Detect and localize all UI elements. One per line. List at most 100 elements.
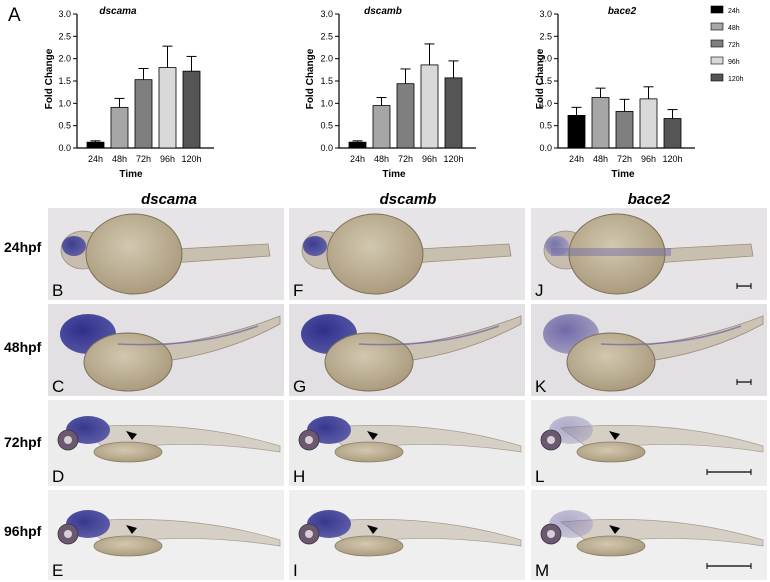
embryo-yolk [326, 213, 424, 295]
panel-letter-G: G [293, 377, 306, 396]
legend-swatch [710, 5, 724, 14]
panel-F: F [289, 208, 525, 300]
x-tick-label: 72h [617, 154, 632, 164]
bar-24h [86, 141, 105, 149]
neural-tube-stain [358, 325, 500, 346]
y-tick-label: 0.5 [539, 121, 552, 131]
chart-title-dscama: dscama [99, 6, 137, 17]
chart-ylabel-dscamb: Fold Change [305, 48, 316, 109]
embryo-yolk [85, 213, 183, 295]
eye-lens [305, 436, 313, 444]
y-tick-label: 3.0 [58, 9, 71, 19]
column-header-dscamb: dscamb [380, 191, 437, 208]
neural-tube-stain [600, 325, 742, 346]
column-header-bace2: bace2 [628, 191, 671, 208]
panel-G: G [289, 304, 525, 396]
y-tick-label: 2.0 [539, 54, 552, 64]
embryo-yolk [576, 441, 646, 463]
bar-96h [158, 67, 177, 149]
panel-D: D [48, 400, 284, 486]
y-tick-label: 1.0 [58, 98, 71, 108]
x-tick-label: 120h [443, 154, 463, 164]
x-tick-label: 72h [398, 154, 413, 164]
panel-H: H [289, 400, 525, 486]
chart-dscama: dscama Time Fold Change 0.0 0.5 1.0 1.5 2.0 2… [44, 6, 214, 180]
y-tick-label: 2.0 [58, 54, 71, 64]
x-tick-label: 24h [569, 154, 584, 164]
panel-label-a: A [8, 5, 21, 26]
y-tick-label: 3.0 [539, 9, 552, 19]
x-tick-label: 96h [422, 154, 437, 164]
bar-24h [348, 141, 367, 149]
embryo-yolk [83, 332, 173, 392]
embryo-yolk [568, 213, 666, 295]
x-tick-label: 120h [181, 154, 201, 164]
eye-lens [64, 436, 72, 444]
microscopy-grid: B F J C G K D H L E I M [48, 208, 767, 580]
column-header-dscama: dscama [141, 191, 197, 208]
embryo-yolk [93, 535, 163, 557]
bar-120h [444, 77, 463, 149]
trunk-stain [551, 248, 671, 256]
bar-72h [615, 110, 634, 149]
chart-dscamb: dscamb Time Fold Change 0.0 0.5 1.0 1.5 2.0 2… [305, 6, 476, 180]
chart-title-bace2: bace2 [608, 6, 637, 17]
panel-letter-C: C [52, 377, 64, 396]
bar-48h [110, 106, 129, 149]
y-tick-label: 0.5 [320, 121, 333, 131]
chart-ylabel-bace2: Fold Change [535, 48, 546, 109]
legend-label: 24h [728, 8, 740, 15]
legend-swatch [710, 39, 724, 48]
embryo-yolk [324, 332, 414, 392]
y-tick-label: 2.5 [539, 31, 552, 41]
x-tick-label: 120h [662, 154, 682, 164]
y-tick-label: 1.5 [320, 76, 333, 86]
panel-B: B [48, 208, 284, 300]
panel-letter-M: M [535, 561, 549, 580]
legend-swatch [710, 56, 724, 65]
eye-lens [547, 436, 555, 444]
embryo-yolk [93, 441, 163, 463]
panel-I: I [289, 490, 525, 580]
panel-L: L [531, 400, 767, 486]
x-tick-label: 96h [160, 154, 175, 164]
panel-C: C [48, 304, 284, 396]
panel-M: M [531, 490, 767, 580]
panel-J: J [531, 208, 767, 300]
neural-tube-stain [117, 325, 259, 346]
x-tick-label: 24h [350, 154, 365, 164]
bar-96h [639, 98, 658, 149]
x-tick-label: 48h [593, 154, 608, 164]
legend-label: 48h [728, 25, 740, 32]
chart-bace2: bace2 Time Fold Change 0.0 0.5 1.0 1.5 2.0 2.… [535, 6, 695, 180]
panel-letter-K: K [535, 377, 547, 396]
y-tick-label: 2.5 [58, 31, 71, 41]
bar-72h [396, 83, 415, 149]
panel-letter-E: E [52, 561, 63, 580]
head-stain [545, 236, 569, 256]
x-tick-label: 24h [88, 154, 103, 164]
chart-xlabel-dscama: Time [119, 169, 143, 180]
y-tick-label: 2.0 [320, 54, 333, 64]
embryo-yolk [576, 535, 646, 557]
bar-48h [591, 97, 610, 149]
row-label-72hpf: 72hpf [4, 434, 42, 450]
arrowhead [367, 431, 378, 440]
panel-letter-D: D [52, 467, 64, 486]
y-tick-label: 0.0 [320, 143, 333, 153]
bar-72h [134, 79, 153, 149]
panel-K: K [531, 304, 767, 396]
bar-24h [567, 114, 586, 149]
y-tick-label: 1.0 [539, 98, 552, 108]
y-tick-label: 0.5 [58, 121, 71, 131]
chart-legend: 24h 48h 72h 96h 120h [710, 5, 744, 83]
x-tick-label: 48h [374, 154, 389, 164]
legend-label: 72h [728, 42, 740, 49]
bar-96h [420, 64, 439, 149]
row-label-24hpf: 24hpf [4, 239, 42, 255]
arrowhead [609, 431, 620, 440]
legend-label: 96h [728, 59, 740, 66]
panel-letter-L: L [535, 467, 544, 486]
x-tick-label: 48h [112, 154, 127, 164]
chart-title-dscamb: dscamb [364, 6, 402, 17]
